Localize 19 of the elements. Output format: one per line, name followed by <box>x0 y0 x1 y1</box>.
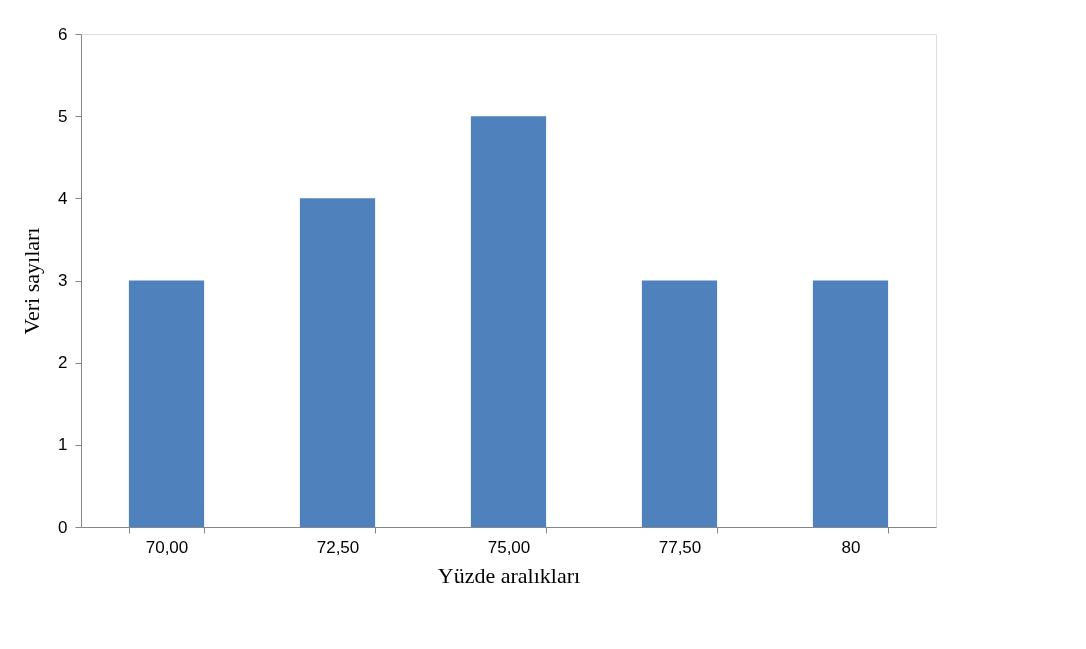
y-tick-label: 5 <box>58 106 68 126</box>
x-tick-label: 72,50 <box>316 537 360 557</box>
bar <box>812 280 889 527</box>
x-axis-title: Yüzde aralıkları <box>437 562 581 588</box>
y-tick-label: 6 <box>58 24 68 44</box>
bar <box>641 280 718 527</box>
bar <box>470 116 547 527</box>
y-tick-label: 2 <box>58 353 68 373</box>
y-axis-title: Veri sayıları <box>19 227 45 335</box>
y-tick-label: 4 <box>58 188 68 208</box>
x-tick-label: 70,00 <box>145 537 189 557</box>
y-tick-label: 1 <box>58 435 68 455</box>
y-tick-label: 3 <box>58 271 68 290</box>
x-tick-label: 77,50 <box>658 537 702 557</box>
y-tick-label: 0 <box>58 517 68 537</box>
bar <box>128 280 205 527</box>
bar <box>299 198 376 527</box>
x-tick-label: 75,00 <box>487 537 531 557</box>
x-tick-label: 80 <box>841 537 861 557</box>
